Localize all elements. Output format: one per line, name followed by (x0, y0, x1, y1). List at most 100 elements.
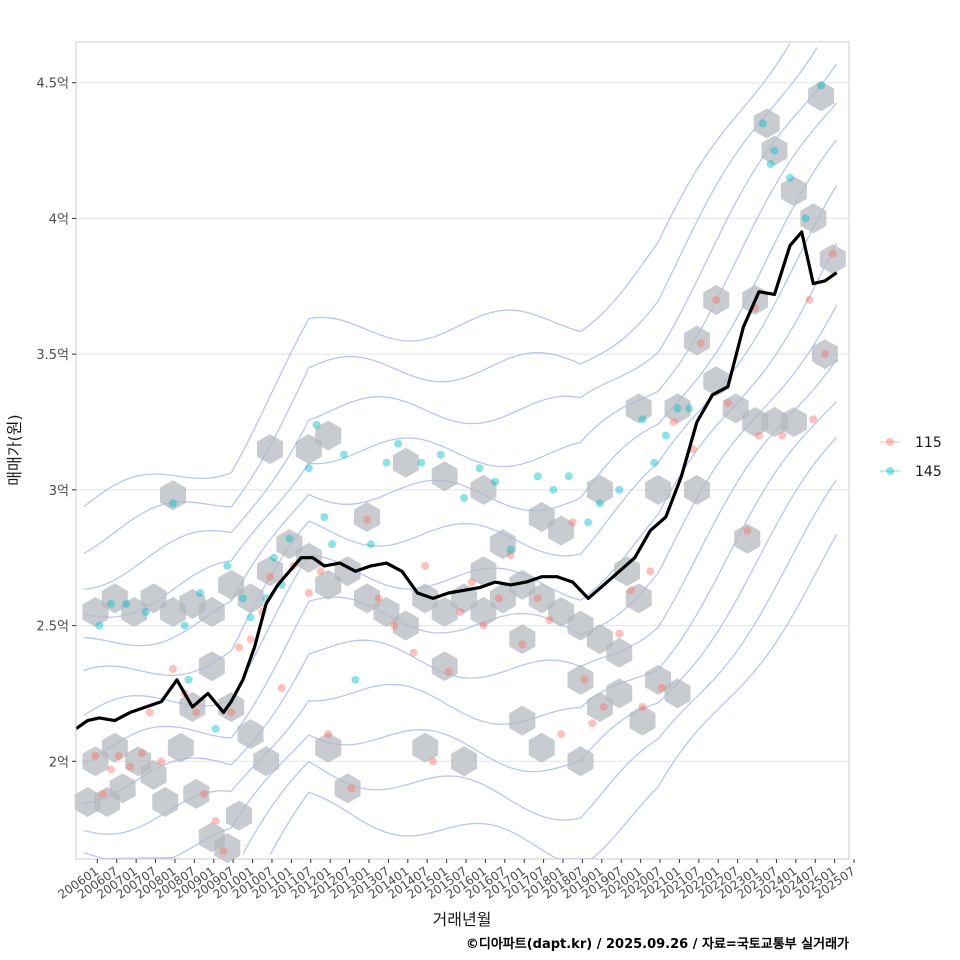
hexbin (606, 678, 633, 709)
point-145 (584, 518, 593, 527)
point-115 (828, 249, 837, 258)
hexbin (160, 480, 186, 511)
point-115 (347, 784, 356, 793)
point-115 (712, 295, 721, 304)
point-115 (820, 350, 829, 359)
point-115 (479, 621, 488, 630)
point-115 (363, 515, 372, 524)
hexbin (509, 705, 536, 736)
point-145 (382, 458, 391, 467)
hexbin (780, 176, 807, 207)
point-115 (421, 561, 430, 570)
hexbin (354, 502, 380, 532)
y-tick-label: 2억 (49, 755, 69, 770)
point-115 (638, 703, 647, 711)
point-115 (456, 608, 465, 616)
point-145 (246, 613, 255, 622)
point-115 (106, 765, 115, 774)
hexbin (334, 773, 361, 804)
point-145 (304, 464, 313, 473)
hexbin (509, 569, 536, 600)
point-145 (238, 594, 247, 603)
hexbin (629, 705, 656, 736)
point-145 (638, 415, 647, 424)
point-115 (778, 431, 787, 440)
point-145 (533, 472, 542, 481)
point-145 (770, 146, 779, 155)
hexbin (780, 407, 807, 437)
y-tick-label: 4.5억 (36, 77, 69, 92)
hexbin (470, 474, 497, 505)
y-tick-label: 2.5억 (36, 620, 69, 635)
point-145 (595, 499, 604, 508)
point-145 (196, 589, 205, 597)
legend-key-point-115 (886, 438, 894, 446)
y-tick-label: 3.5억 (36, 348, 69, 363)
point-145 (394, 439, 403, 448)
hexbin (625, 583, 652, 614)
density-contour (83, 359, 838, 804)
hexbin (198, 651, 225, 682)
hexbin (812, 339, 838, 370)
hexbin (470, 556, 497, 587)
hexbin (152, 787, 179, 817)
point-115 (545, 616, 554, 625)
hexbin (548, 515, 575, 546)
point-115 (657, 684, 666, 692)
point-115 (444, 667, 453, 676)
hexbin (237, 719, 264, 750)
point-145 (661, 431, 670, 440)
hexbin (645, 474, 672, 505)
moving-average-line (75, 230, 838, 731)
point-145 (801, 214, 810, 223)
hexbin (183, 778, 210, 809)
point-115 (580, 675, 589, 684)
point-145 (436, 450, 445, 459)
point-115 (99, 789, 108, 798)
point-145 (758, 119, 767, 128)
hexbin (614, 556, 640, 587)
point-145 (491, 477, 500, 486)
hexbin (257, 434, 283, 465)
hexbin (257, 556, 283, 587)
density-contour (83, 42, 791, 508)
point-145 (328, 540, 337, 549)
point-115 (137, 749, 146, 758)
point-115 (227, 708, 236, 717)
point-145 (122, 599, 131, 608)
point-145 (106, 599, 115, 608)
hexbin (315, 732, 342, 763)
point-115 (506, 551, 515, 559)
point-145 (184, 675, 193, 684)
point-145 (320, 513, 329, 521)
point-115 (743, 526, 752, 535)
point-145 (786, 173, 795, 182)
y-tick-label: 4억 (49, 212, 69, 227)
y-tick-label: 3억 (49, 484, 69, 499)
point-115 (669, 418, 678, 426)
point-115 (809, 415, 818, 424)
point-145 (615, 485, 624, 494)
hexbin (167, 732, 194, 763)
hexbin (625, 393, 652, 424)
density-contour (83, 242, 838, 717)
hexbin (431, 461, 458, 492)
hexbin (315, 420, 342, 451)
point-115 (234, 643, 243, 652)
point-145 (95, 621, 104, 630)
point-145 (564, 472, 573, 481)
legend-label-145: 145 (915, 464, 942, 480)
y-axis-title: 매매가(원) (5, 414, 24, 485)
point-145 (351, 675, 360, 684)
point-115 (518, 640, 527, 649)
x-axis-title: 거래년월 (433, 910, 492, 929)
point-115 (467, 578, 476, 587)
point-145 (817, 81, 826, 90)
point-115 (615, 629, 624, 638)
point-115 (626, 586, 635, 595)
hexbin (214, 833, 241, 864)
point-145 (549, 485, 558, 494)
hexbin (226, 800, 252, 831)
hexbin (392, 610, 419, 641)
